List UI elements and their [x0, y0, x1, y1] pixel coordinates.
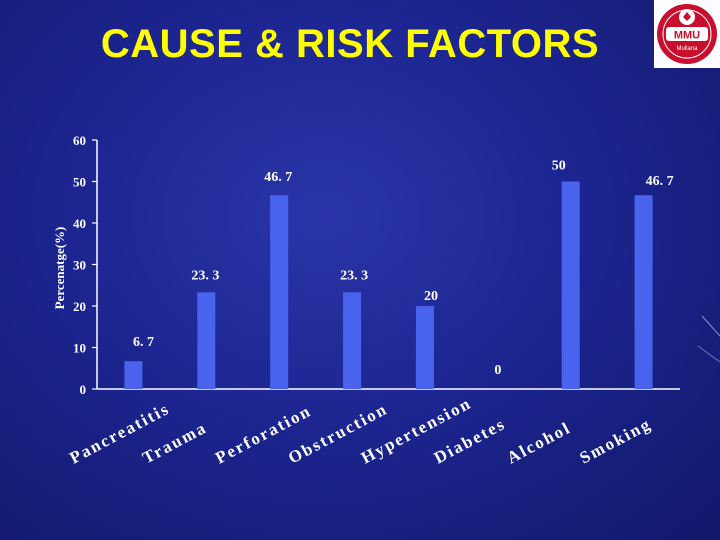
value-label: 0	[494, 363, 501, 378]
y-tick-label: 20	[73, 299, 86, 314]
value-label: 50	[552, 159, 566, 174]
bar-hypertension	[415, 306, 434, 389]
logo-abbr: MMU	[674, 30, 700, 42]
y-tick-label: 40	[73, 216, 86, 231]
y-tick-label: 10	[73, 341, 86, 356]
bar-trauma	[197, 292, 216, 389]
value-label: 46. 7	[264, 170, 292, 185]
y-tick-labels: 0 10 20 30 40 50 60	[73, 133, 86, 397]
value-label: 20	[424, 289, 438, 304]
y-tick-label: 0	[80, 382, 87, 397]
x-tick-label: Alcohol	[504, 418, 574, 468]
bar-smoking	[634, 195, 653, 389]
value-label: 23. 3	[191, 268, 219, 283]
bar-perforation	[270, 195, 289, 389]
chart-bars	[124, 181, 653, 389]
value-labels: 6. 7 23. 3 46. 7 23. 3 20 0 50 46. 7	[133, 159, 674, 379]
bar-pancreatitis	[124, 361, 143, 389]
y-tick-label: 60	[73, 133, 86, 148]
logo: MMU Mullana	[654, 0, 720, 68]
value-label: 46. 7	[646, 174, 674, 189]
y-axis-label: Percenatge(%)	[52, 227, 67, 310]
y-tick-label: 30	[73, 258, 86, 273]
x-tick-label: Smoking	[577, 414, 655, 468]
slide-title: CAUSE & RISK FACTORS	[100, 22, 600, 66]
value-label: 23. 3	[340, 268, 368, 283]
bar-alcohol	[561, 181, 580, 389]
chart-axes	[92, 139, 680, 390]
y-axis-title: Percenatge(%)	[52, 227, 67, 310]
value-label: 6. 7	[133, 335, 154, 350]
bar-obstruction	[343, 292, 362, 389]
logo-place: Mullana	[676, 46, 698, 52]
university-crest-icon: MMU Mullana	[657, 4, 717, 64]
y-tick-label: 50	[73, 175, 86, 190]
